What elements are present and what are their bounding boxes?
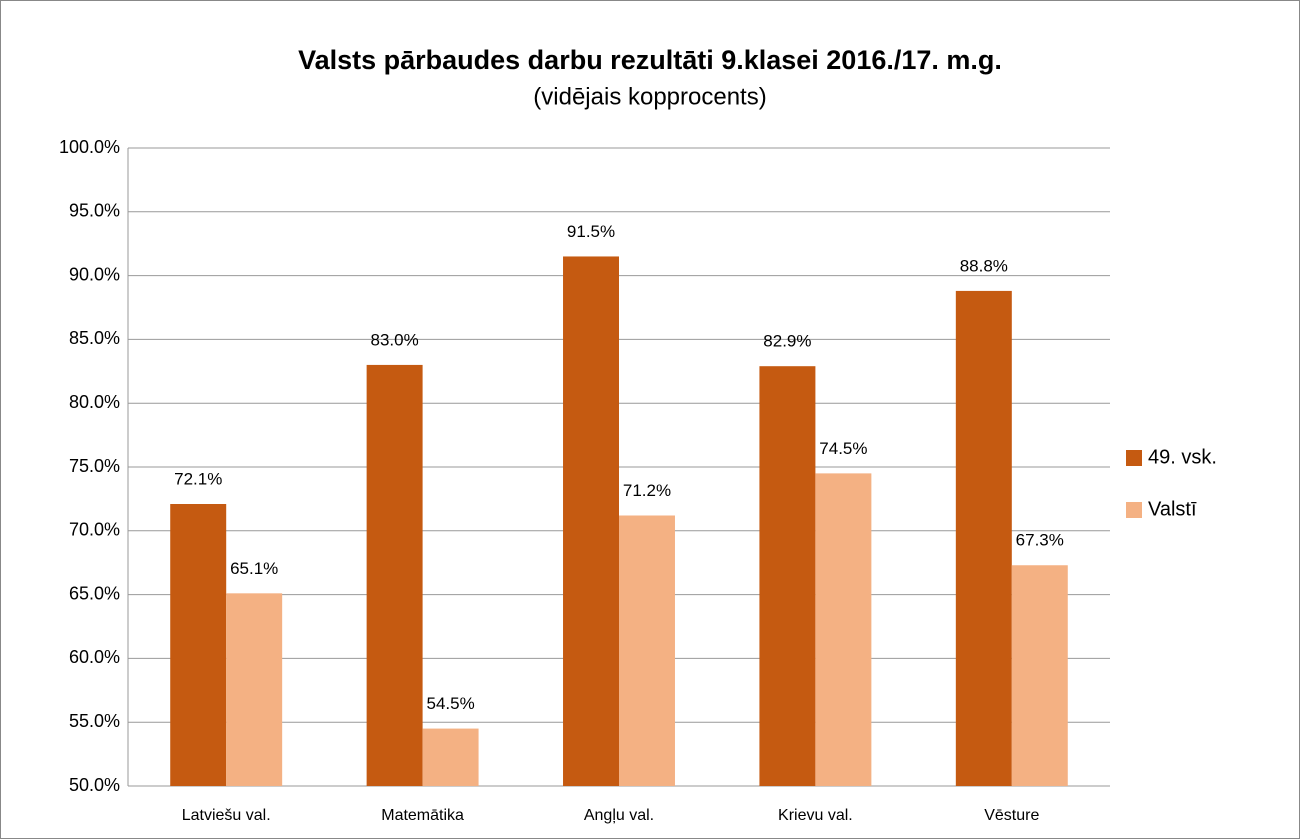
data-label: 74.5% — [819, 439, 867, 458]
data-label: 65.1% — [230, 559, 278, 578]
y-tick-label: 85.0% — [69, 328, 120, 348]
y-tick-label: 60.0% — [69, 647, 120, 667]
legend-swatch — [1126, 502, 1142, 518]
bar — [366, 364, 423, 786]
legend-label: 49. vsk. — [1148, 446, 1217, 468]
bar — [759, 366, 816, 786]
x-tick-label: Angļu val. — [584, 807, 654, 824]
chart-subtitle: (vidējais kopprocents) — [533, 83, 766, 110]
data-label: 67.3% — [1016, 531, 1064, 550]
y-tick-label: 65.0% — [69, 583, 120, 603]
x-tick-label: Latviešu val. — [182, 807, 271, 824]
bar — [226, 593, 283, 786]
y-tick-label: 75.0% — [69, 456, 120, 476]
bar — [619, 515, 675, 786]
bar — [422, 728, 479, 786]
data-label: 88.8% — [960, 256, 1008, 275]
bar — [1011, 565, 1068, 786]
x-tick-label: Krievu val. — [778, 807, 853, 824]
y-tick-label: 55.0% — [69, 711, 120, 731]
x-tick-label: Vēsture — [984, 807, 1039, 824]
legend-swatch — [1126, 450, 1142, 466]
y-tick-label: 50.0% — [69, 775, 120, 795]
data-label: 54.5% — [426, 694, 474, 713]
bar — [815, 473, 872, 786]
y-tick-label: 70.0% — [69, 520, 120, 540]
y-tick-label: 90.0% — [69, 264, 120, 284]
data-label: 72.1% — [174, 469, 222, 488]
bar — [955, 290, 1012, 786]
data-label: 83.0% — [371, 330, 419, 349]
data-label: 71.2% — [623, 481, 671, 500]
data-label: 91.5% — [567, 222, 615, 241]
legend-label: Valstī — [1148, 498, 1197, 520]
y-tick-label: 95.0% — [69, 201, 120, 221]
y-tick-label: 100.0% — [59, 137, 120, 157]
bar — [170, 504, 227, 786]
x-tick-label: Matemātika — [381, 807, 464, 824]
data-label: 82.9% — [763, 332, 811, 351]
y-tick-label: 80.0% — [69, 392, 120, 412]
bar — [563, 256, 619, 787]
chart-title: Valsts pārbaudes darbu rezultāti 9.klase… — [298, 45, 1002, 75]
